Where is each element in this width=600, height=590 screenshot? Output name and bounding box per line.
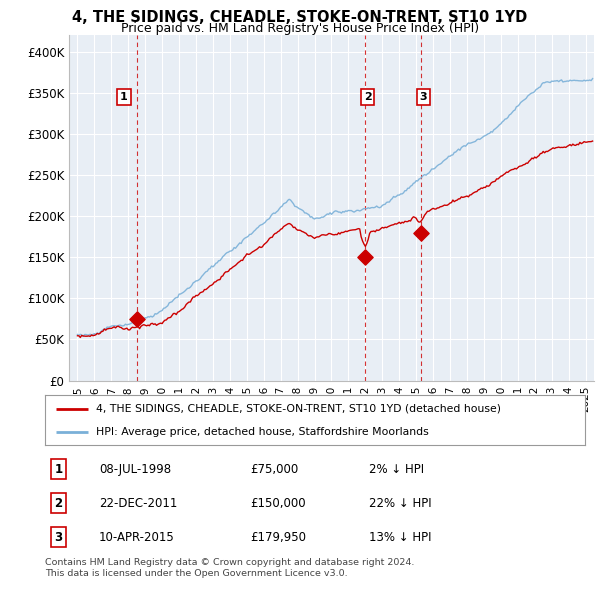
- Text: Price paid vs. HM Land Registry's House Price Index (HPI): Price paid vs. HM Land Registry's House …: [121, 22, 479, 35]
- Text: 2% ↓ HPI: 2% ↓ HPI: [369, 463, 424, 476]
- Text: 1: 1: [120, 92, 128, 102]
- Text: 22% ↓ HPI: 22% ↓ HPI: [369, 497, 431, 510]
- Text: This data is licensed under the Open Government Licence v3.0.: This data is licensed under the Open Gov…: [45, 569, 347, 578]
- Text: Contains HM Land Registry data © Crown copyright and database right 2024.: Contains HM Land Registry data © Crown c…: [45, 558, 415, 566]
- Text: £75,000: £75,000: [250, 463, 298, 476]
- Text: 4, THE SIDINGS, CHEADLE, STOKE-ON-TRENT, ST10 1YD: 4, THE SIDINGS, CHEADLE, STOKE-ON-TRENT,…: [73, 10, 527, 25]
- Text: 3: 3: [419, 92, 427, 102]
- Text: 3: 3: [55, 530, 62, 544]
- Text: 22-DEC-2011: 22-DEC-2011: [99, 497, 178, 510]
- Text: 2: 2: [55, 497, 62, 510]
- Text: £179,950: £179,950: [250, 530, 306, 544]
- Text: £150,000: £150,000: [250, 497, 306, 510]
- Text: HPI: Average price, detached house, Staffordshire Moorlands: HPI: Average price, detached house, Staf…: [96, 427, 429, 437]
- Point: [360, 253, 370, 262]
- Text: 4, THE SIDINGS, CHEADLE, STOKE-ON-TRENT, ST10 1YD (detached house): 4, THE SIDINGS, CHEADLE, STOKE-ON-TRENT,…: [96, 404, 502, 414]
- Point: [416, 228, 426, 237]
- Text: 2: 2: [364, 92, 371, 102]
- Text: 08-JUL-1998: 08-JUL-1998: [99, 463, 171, 476]
- Text: 10-APR-2015: 10-APR-2015: [99, 530, 175, 544]
- Text: 13% ↓ HPI: 13% ↓ HPI: [369, 530, 431, 544]
- Text: 1: 1: [55, 463, 62, 476]
- Point: [133, 314, 142, 324]
